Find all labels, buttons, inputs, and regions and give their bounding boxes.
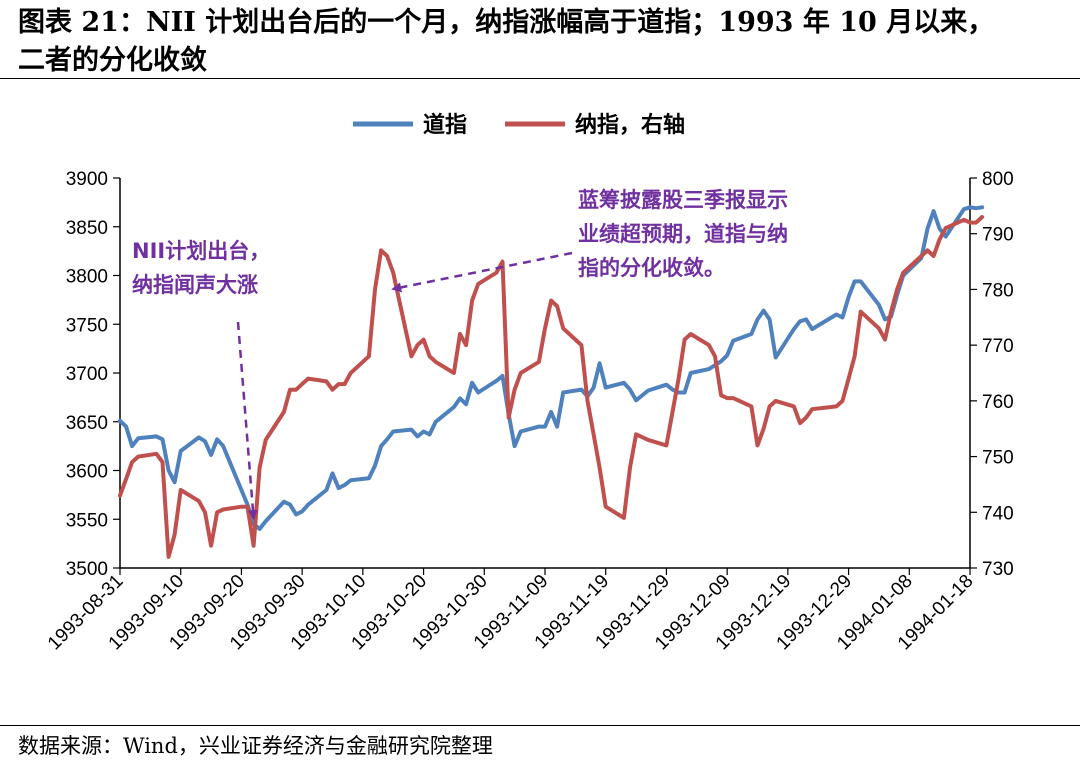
right-tick-label: 760 — [982, 392, 1014, 413]
annotation-1-line: NII计划出台， — [132, 239, 270, 263]
axes: 3900 3850 3800 3750 3700 3650 3600 3550 3500 800 7… — [44, 169, 1014, 654]
right-tick-label: 750 — [982, 448, 1014, 469]
annotation-2-arrow — [391, 251, 573, 293]
left-tick-label: 3900 — [66, 169, 108, 190]
chart-title: 图表 21：NII 计划出台后的一个月，纳指涨幅高于道指；1993 年 10 月… — [18, 4, 1068, 80]
series-lines — [118, 205, 985, 559]
left-tick-label: 3700 — [66, 364, 108, 385]
right-tick-label: 780 — [982, 280, 1014, 301]
annotations: NII计划出台， 纳指闻声大涨 蓝筹披露股三季报显示业绩超预期，道指与纳指的分化收敛… — [132, 188, 788, 521]
legend: 道指 纳指，右轴 — [353, 112, 685, 138]
left-tick-label: 3800 — [66, 267, 108, 288]
annotation-2-line: 指的分化收敛。 — [578, 256, 725, 280]
line-chart: 道指 纳指，右轴 3900 3850 3800 3750 3700 3650 3600 3550… — [44, 112, 1014, 654]
title-line-1: 图表 21：NII 计划出台后的一个月，纳指涨幅高于道指；1993 年 10 月… — [18, 7, 995, 38]
left-tick-label: 3600 — [66, 462, 108, 483]
annotation-1-arrow — [236, 321, 258, 521]
annotation-2-line: 业绩超预期，道指与纳 — [578, 222, 788, 246]
dow-series-line — [118, 205, 985, 531]
right-tick-label: 740 — [982, 503, 1014, 524]
legend-dow-label: 道指 — [423, 112, 467, 138]
right-tick-label: 770 — [982, 336, 1014, 357]
bottom-rule — [0, 725, 1080, 726]
left-tick-label: 3500 — [66, 559, 108, 580]
annotation-2-line: 蓝筹披露股三季报显示 — [578, 188, 788, 212]
right-tick-label: 800 — [982, 169, 1014, 190]
left-tick-label: 3750 — [66, 315, 108, 336]
right-tick-label: 730 — [982, 559, 1014, 580]
left-tick-label: 3650 — [66, 413, 108, 434]
left-tick-label: 3550 — [66, 510, 108, 531]
top-rule — [0, 78, 1080, 79]
legend-nasdaq-label: 纳指，右轴 — [575, 112, 685, 138]
left-tick-label: 3850 — [66, 218, 108, 239]
source-note: 数据来源：Wind，兴业证券经济与金融研究院整理 — [18, 734, 493, 758]
right-tick-label: 790 — [982, 225, 1014, 246]
nasdaq-series-line — [118, 215, 985, 559]
annotation-1-line: 纳指闻声大涨 — [132, 273, 258, 297]
title-line-2: 二者的分化收敛 — [18, 45, 207, 76]
